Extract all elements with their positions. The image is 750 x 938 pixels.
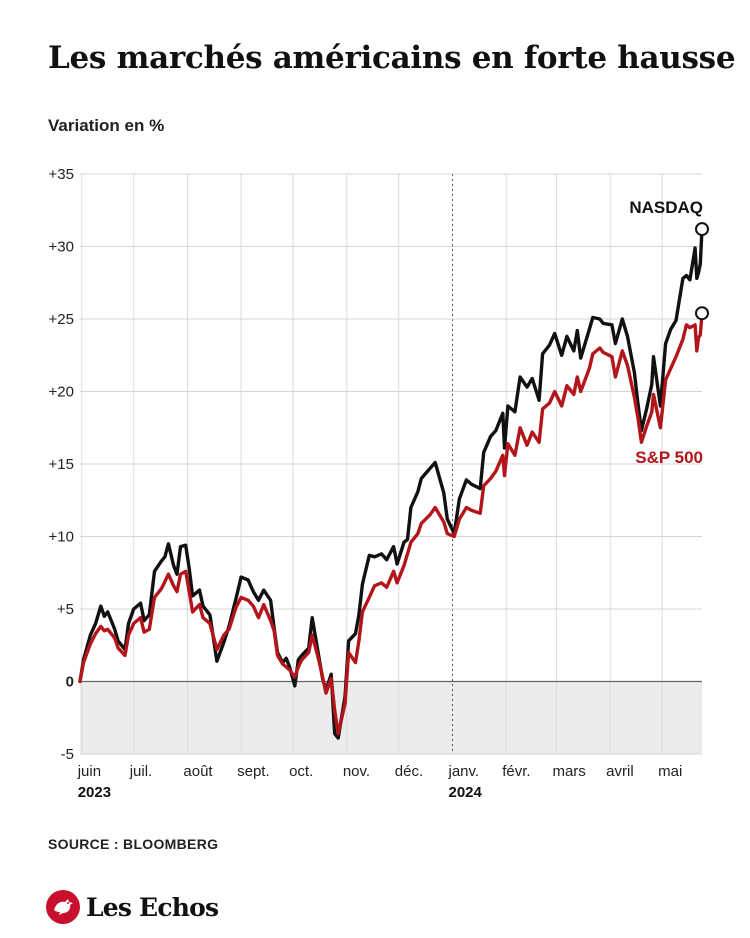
x-tick-label: nov.	[343, 763, 370, 780]
negative-zone-band	[80, 681, 702, 754]
x-tick-label: mai	[658, 763, 682, 780]
y-axis-label: Variation en %	[48, 116, 165, 135]
x-tick-label: oct.	[289, 763, 313, 780]
y-tick-label: +30	[49, 239, 74, 256]
y-tick-label: +15	[49, 456, 74, 473]
y-tick-label: +10	[49, 529, 74, 546]
brand-name: Les Echos	[86, 892, 219, 922]
x-tick-label: juil.	[129, 763, 153, 780]
sp500-line	[78, 311, 704, 736]
x-tick-label: févr.	[502, 763, 530, 780]
x-year-label: 2023	[78, 784, 111, 801]
y-tick-label: -5	[61, 746, 74, 763]
y-tick-label: +35	[49, 166, 74, 183]
sp500-series-label: S&P 500	[635, 448, 703, 467]
y-tick-label: +5	[57, 601, 74, 618]
y-tick-label: +25	[49, 311, 74, 328]
chart-title: Les marchés américains en forte hausse	[48, 40, 736, 76]
x-tick-label: déc.	[395, 763, 423, 780]
x-tick-label: avril	[606, 763, 634, 780]
nasdaq-series-label: NASDAQ	[629, 198, 703, 217]
source-note: SOURCE : BLOOMBERG	[48, 836, 219, 852]
nasdaq-end-marker	[695, 222, 709, 237]
x-tick-label: août	[183, 763, 213, 780]
rooster-logo-icon	[46, 890, 80, 924]
y-tick-label: +20	[49, 384, 74, 401]
x-tick-label: mars	[552, 763, 585, 780]
sp500-end-marker	[695, 306, 709, 321]
les-echos-logo: Les Echos	[46, 889, 219, 925]
y-tick-label: 0	[66, 674, 74, 691]
x-tick-label: janv.	[448, 763, 480, 780]
x-tick-label: juin	[77, 763, 101, 780]
nasdaq-line	[78, 227, 704, 740]
x-tick-label: sept.	[237, 763, 270, 780]
x-year-label: 2024	[449, 784, 483, 801]
